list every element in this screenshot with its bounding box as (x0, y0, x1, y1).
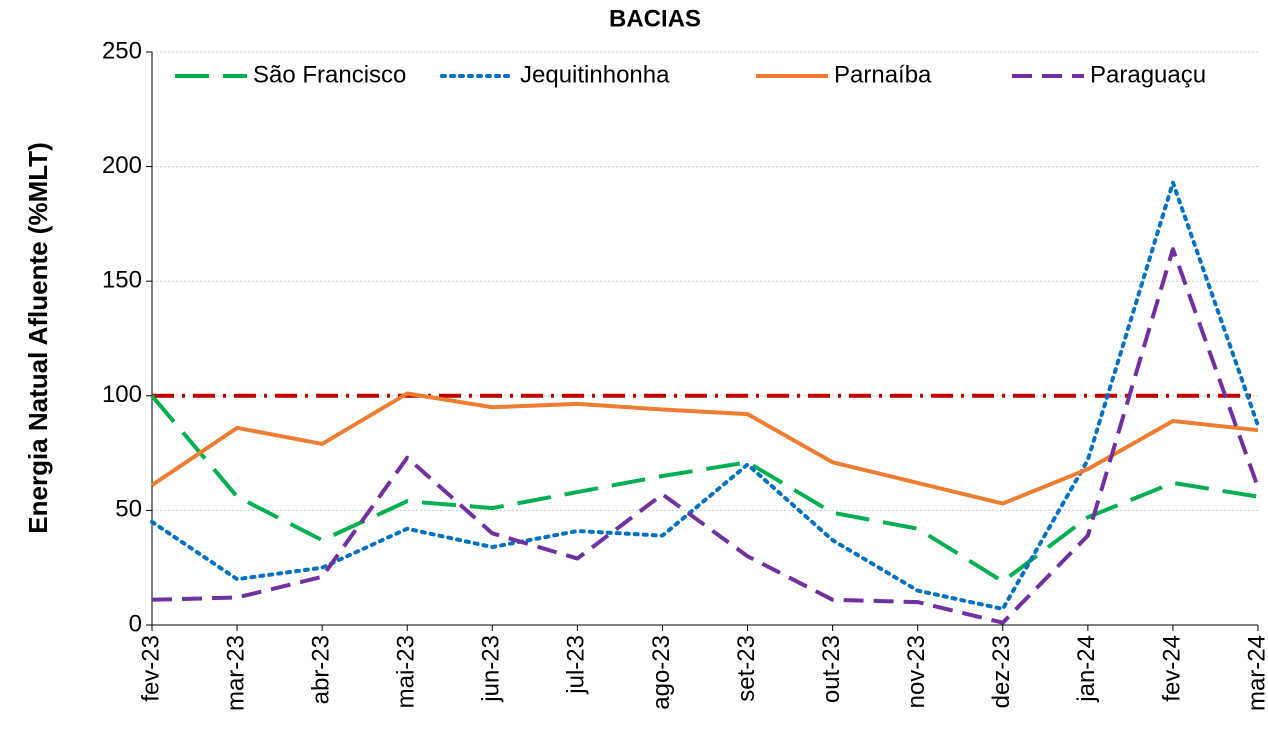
legend-label: Paraguaçu (1090, 61, 1206, 88)
y-tick-label: 150 (102, 267, 142, 294)
y-tick-label: 0 (129, 610, 142, 637)
x-tick-label: ago-23 (648, 635, 675, 710)
y-axis-label: Energia Natual Afluente (%MLT) (23, 142, 53, 533)
series-line (150, 180, 1260, 611)
x-tick-label: fev-23 (137, 635, 164, 702)
y-tick-label: 200 (102, 152, 142, 179)
series-line (150, 394, 1259, 584)
series-line (150, 391, 1259, 506)
y-tick-label: 250 (102, 37, 142, 64)
x-tick-label: mar-23 (222, 635, 249, 711)
y-tick-label: 50 (115, 496, 142, 523)
x-tick-label: nov-23 (903, 635, 930, 708)
series-line (151, 247, 1260, 625)
x-tick-label: abr-23 (307, 635, 334, 704)
x-tick-label: jan-24 (1073, 635, 1100, 703)
x-tick-label: mai-23 (393, 635, 420, 708)
legend-label: Jequitinhonha (520, 61, 670, 88)
x-tick-label: fev-24 (1158, 635, 1185, 702)
x-tick-label: dez-23 (988, 635, 1015, 708)
chart-title: BACIAS (609, 5, 701, 32)
y-tick-label: 100 (102, 381, 142, 408)
x-tick-label: jul-23 (563, 635, 590, 695)
x-tick-label: jun-23 (478, 635, 505, 703)
legend-label: São Francisco (253, 61, 406, 88)
x-tick-label: set-23 (733, 635, 760, 702)
x-tick-label: mar-24 (1243, 635, 1268, 711)
x-tick-label: out-23 (818, 635, 845, 703)
legend-label: Parnaíba (834, 61, 932, 88)
